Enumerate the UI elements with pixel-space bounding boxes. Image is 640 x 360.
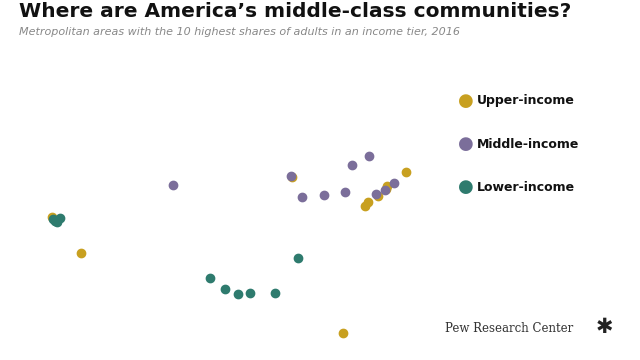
- Text: ✱: ✱: [595, 316, 612, 337]
- Text: Metropolitan areas with the 10 highest shares of adults in an income tier, 2016: Metropolitan areas with the 10 highest s…: [19, 27, 460, 37]
- Text: ●: ●: [458, 135, 474, 153]
- Text: ●: ●: [458, 92, 474, 110]
- Text: Middle-income: Middle-income: [477, 138, 579, 150]
- Text: Lower-income: Lower-income: [477, 181, 575, 194]
- Text: ●: ●: [458, 178, 474, 196]
- Text: Upper-income: Upper-income: [477, 94, 575, 107]
- Text: Pew Research Center: Pew Research Center: [445, 322, 573, 335]
- Text: Where are America’s middle-class communities?: Where are America’s middle-class communi…: [19, 2, 572, 21]
